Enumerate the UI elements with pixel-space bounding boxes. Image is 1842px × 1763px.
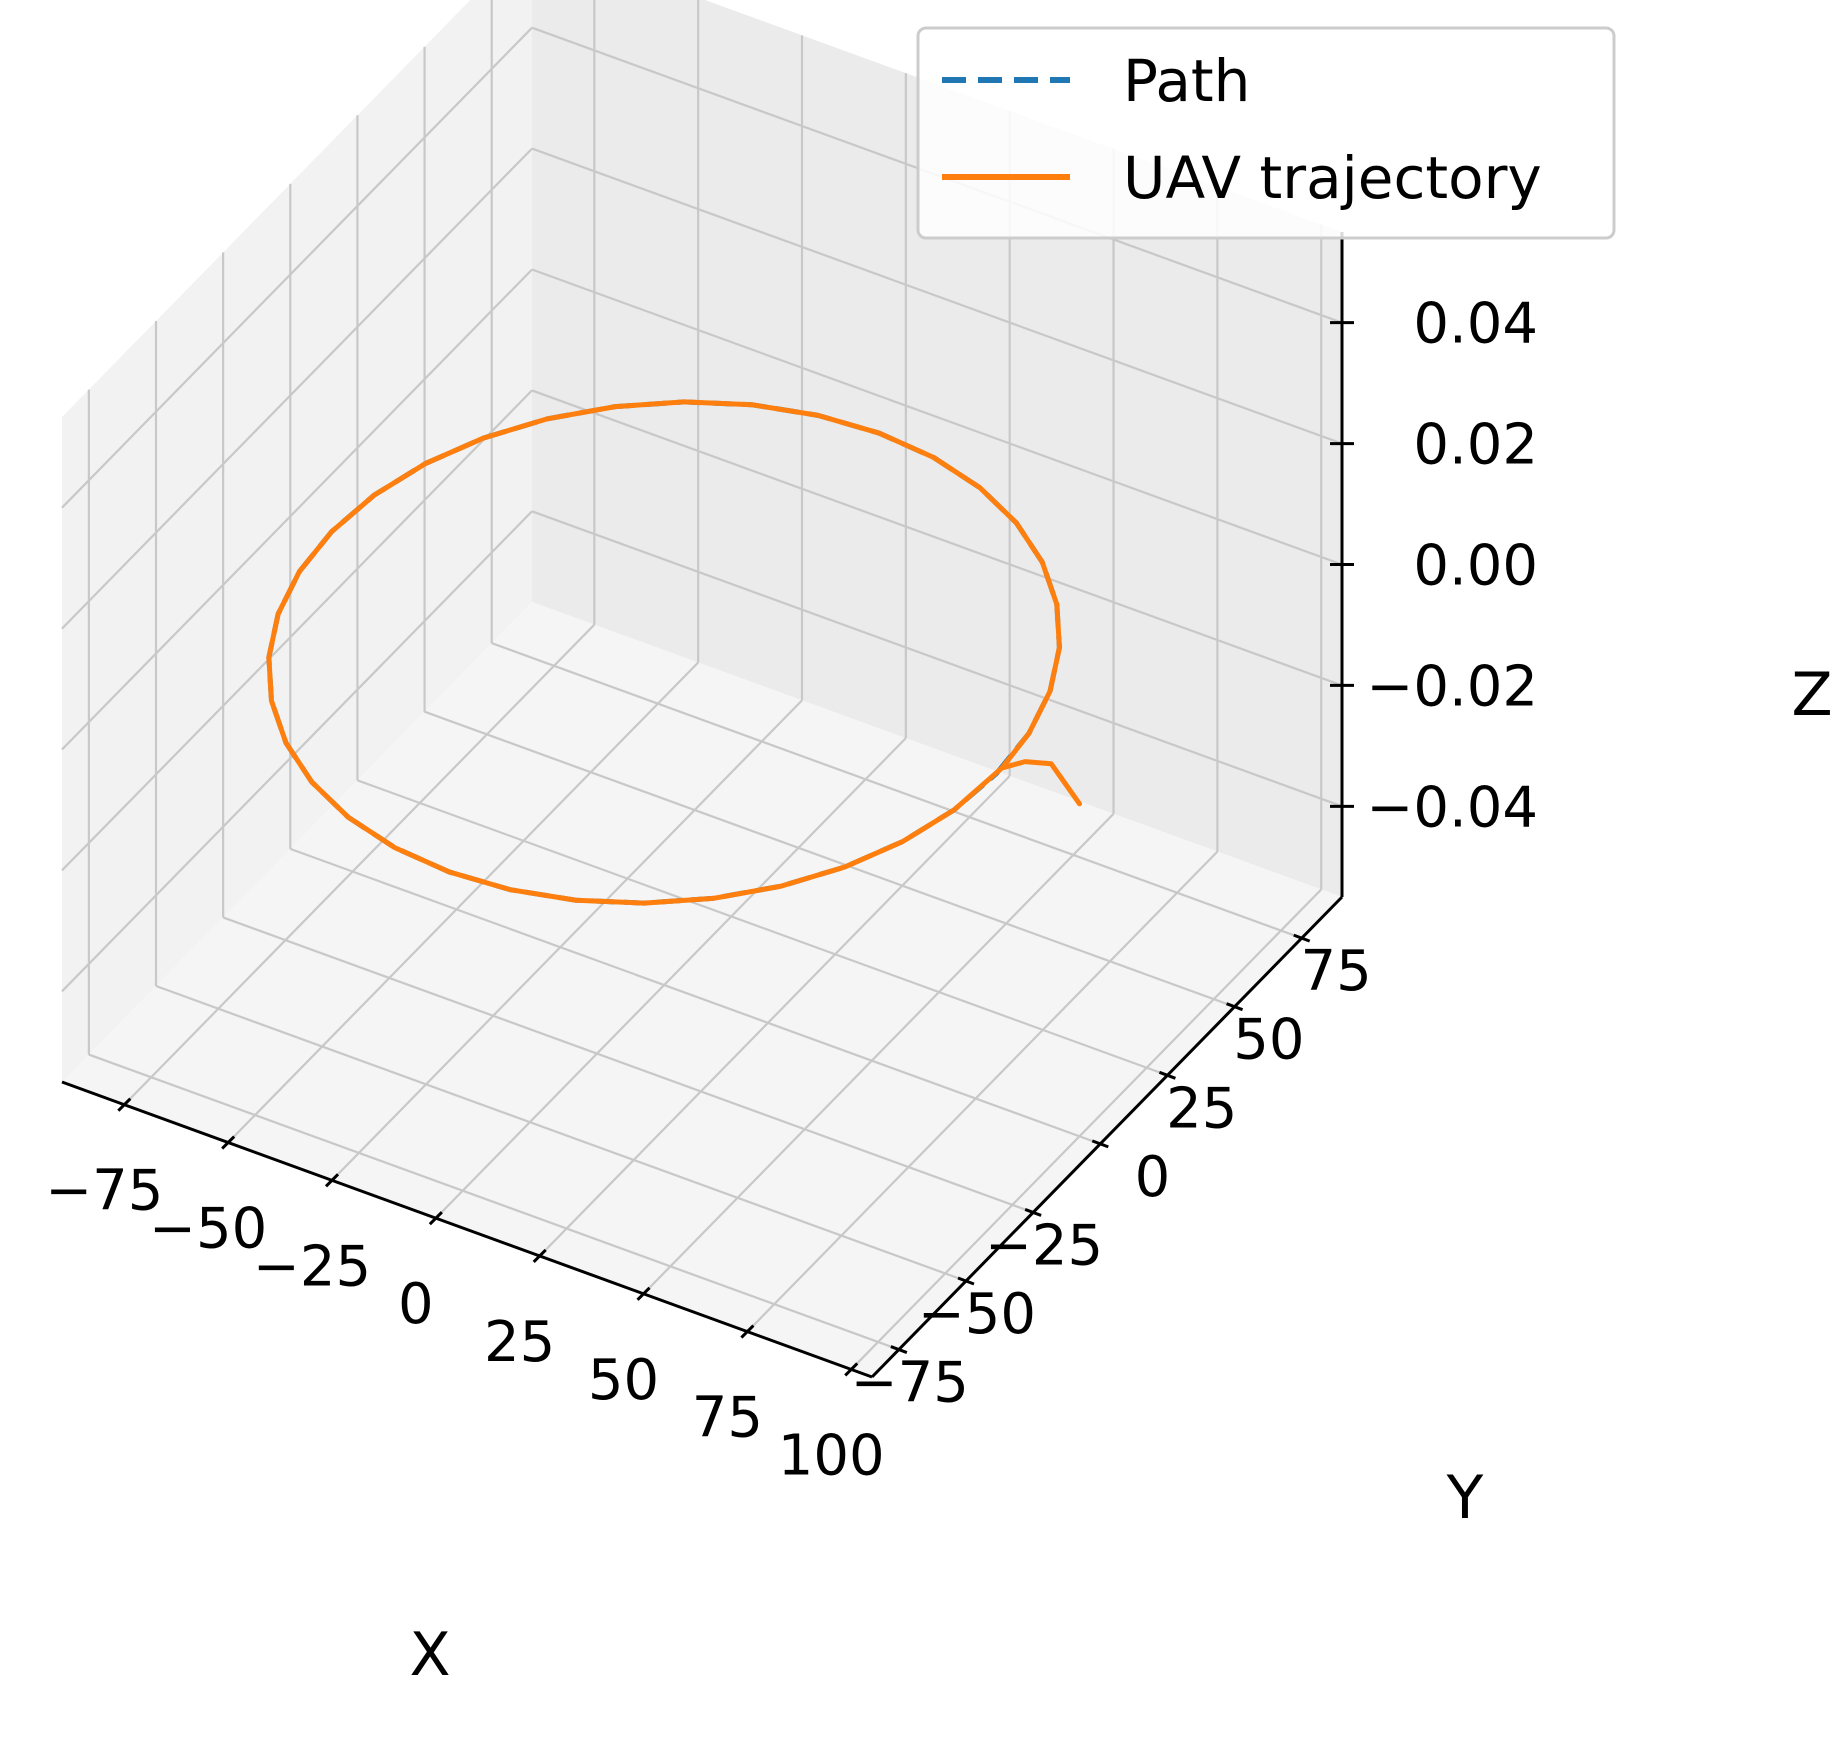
grid-line-y-floor: [88, 1053, 900, 1351]
x-tick-label: 100: [778, 1423, 885, 1488]
axis-ticks: −75−50−250255075100−75−50−250255075−0.04…: [45, 292, 1538, 1489]
y-tick-mark: [957, 1276, 975, 1286]
z-tick-label: 0.04: [1413, 292, 1538, 357]
axes-grid: [61, 0, 1343, 1371]
x-tick-mark: [844, 1362, 859, 1377]
y-tick-mark: [890, 1345, 908, 1354]
grid-line-z-right-wall: [531, 510, 1343, 808]
x-tick-label: 75: [692, 1386, 763, 1451]
z-tick-label: −0.02: [1366, 654, 1538, 719]
grid-line-y-floor: [357, 779, 1168, 1077]
y-tick-mark: [1024, 1208, 1042, 1217]
grid-line-y-floor: [222, 916, 1034, 1214]
grid-line-z-left-wall: [61, 26, 533, 509]
y-tick-mark: [1091, 1139, 1109, 1149]
grid-line-x-floor: [850, 888, 1323, 1371]
y-tick-label: 50: [1233, 1008, 1304, 1073]
data-series: [266, 399, 1083, 906]
y-tick-mark: [1158, 1070, 1176, 1080]
grid-line-x-floor: [435, 737, 907, 1219]
grid-line-x-floor: [746, 850, 1219, 1333]
series-line-uav-trajectory: [266, 399, 1083, 906]
y-axis-label: Y: [1446, 1463, 1484, 1533]
x-tick-label: 0: [398, 1272, 434, 1337]
x-tick-label: −50: [149, 1197, 267, 1262]
grid-line-y-floor: [491, 642, 1303, 940]
legend-frame: [916, 26, 1616, 240]
grid-line-x-floor: [331, 699, 803, 1182]
grid-line-z-right-wall: [531, 389, 1343, 687]
z-tick-label: 0.02: [1413, 413, 1538, 478]
x-tick-label: −75: [45, 1159, 163, 1224]
grid-line-x-floor: [227, 661, 699, 1144]
grid-line-z-left-wall: [61, 147, 533, 630]
y-tick-label: −50: [918, 1282, 1036, 1347]
x-axis-line: [61, 1080, 873, 1379]
x-tick-label: −25: [253, 1234, 371, 1299]
x-tick-label: 50: [588, 1348, 659, 1413]
z-tick-label: −0.04: [1366, 775, 1538, 840]
x-tick-mark: [117, 1097, 132, 1112]
y-tick-label: 25: [1166, 1076, 1237, 1141]
x-tick-mark: [428, 1211, 443, 1226]
grid-line-z-left-wall: [61, 510, 533, 993]
legend: Path UAV trajectory: [916, 26, 1616, 240]
grid-line-y-floor: [424, 710, 1235, 1008]
pane-x-back: [62, 0, 532, 1082]
grid-line-z-right-wall: [531, 268, 1343, 566]
grid-line-x-floor: [123, 623, 596, 1106]
y-axis-line: [870, 895, 1344, 1379]
x-tick-mark: [636, 1286, 651, 1301]
x-tick-mark: [221, 1135, 236, 1150]
legend-label-uav-trajectory: UAV trajectory: [1123, 144, 1542, 212]
x-tick-mark: [324, 1173, 340, 1188]
grid-line-z-left-wall: [61, 389, 533, 872]
x-tick-mark: [740, 1324, 755, 1339]
grid-line-y-floor: [155, 984, 967, 1283]
pane-z-floor: [62, 602, 1342, 1377]
y-tick-label: 0: [1135, 1145, 1171, 1210]
grid-line-z-left-wall: [61, 268, 533, 751]
grid-line-x-floor: [642, 813, 1115, 1295]
z-tick-label: 0.00: [1413, 534, 1538, 599]
legend-label-path: Path: [1123, 47, 1250, 115]
y-tick-mark: [1293, 933, 1311, 943]
x-tick-mark: [532, 1248, 547, 1264]
grid-line-z-right-wall: [531, 147, 1343, 445]
z-axis-label: Z: [1791, 660, 1832, 730]
grid-line-y-floor: [289, 847, 1101, 1145]
x-tick-label: 25: [484, 1310, 555, 1375]
y-tick-mark: [1226, 1002, 1244, 1012]
x-axis-label: X: [409, 1620, 450, 1690]
grid-line-x-floor: [538, 775, 1011, 1257]
y-tick-label: −75: [851, 1351, 969, 1416]
y-tick-label: 75: [1300, 939, 1371, 1004]
y-tick-label: −25: [985, 1213, 1103, 1278]
